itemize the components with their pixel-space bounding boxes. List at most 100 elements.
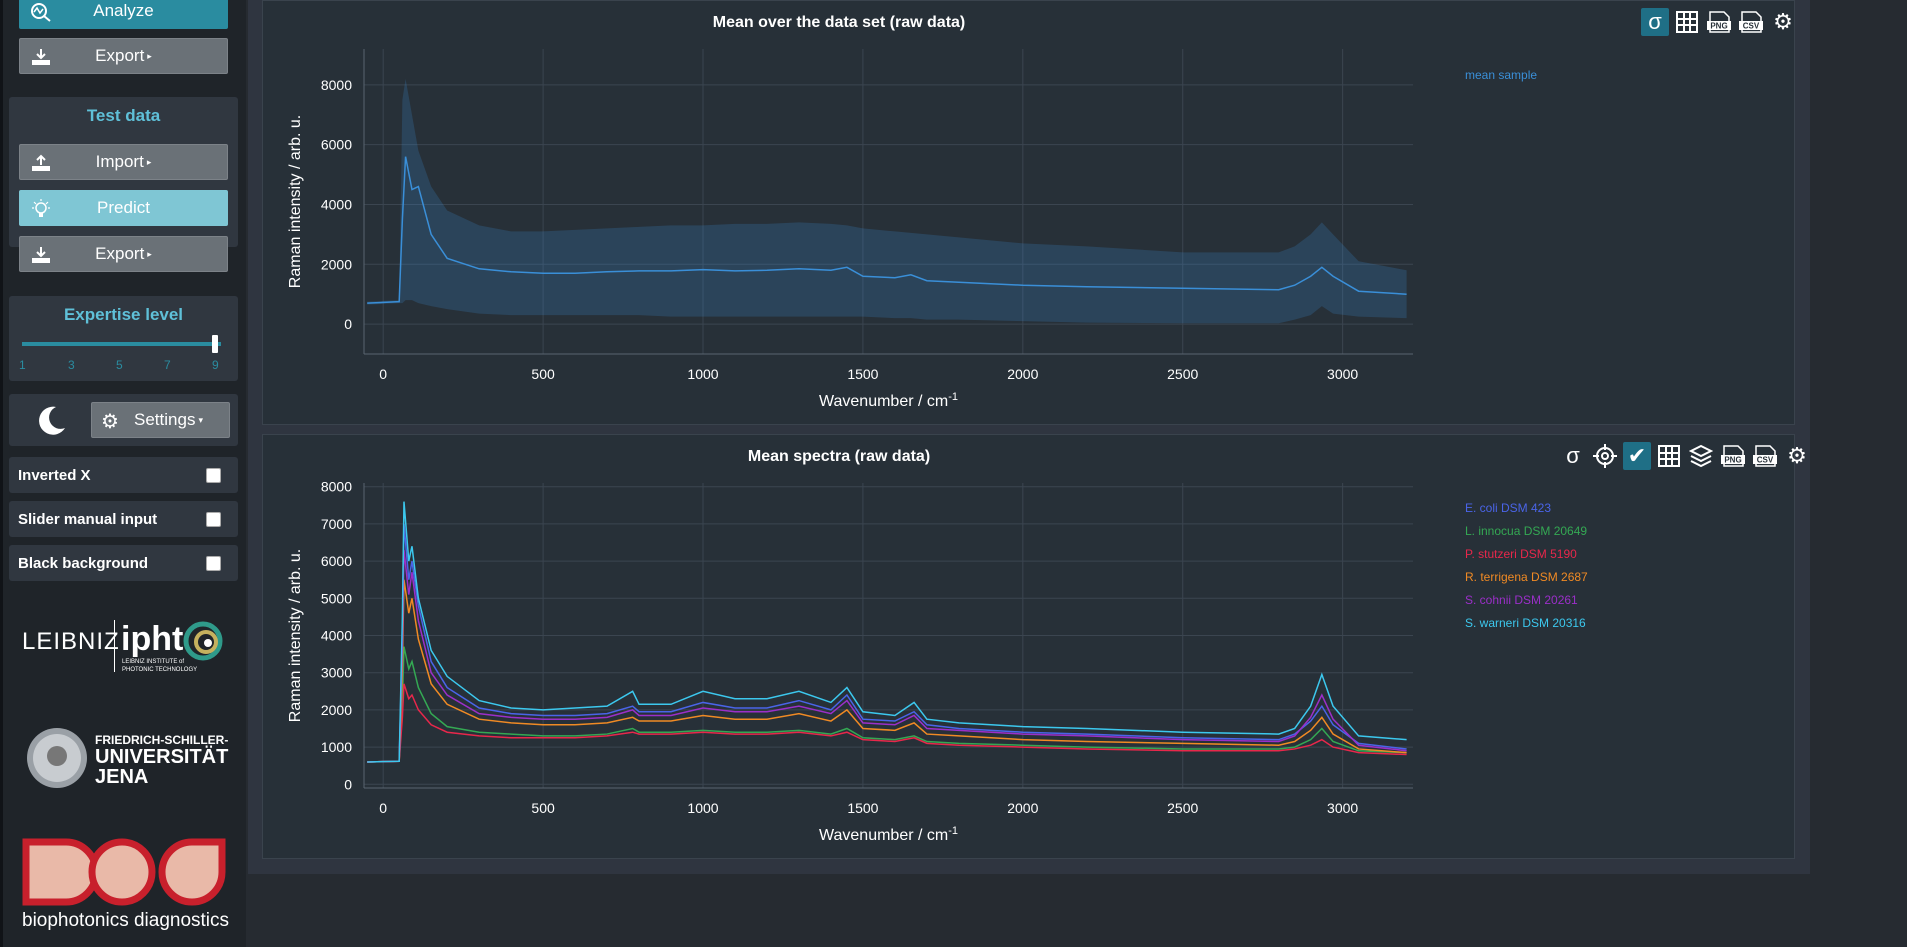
series-line: [367, 579, 1407, 763]
expertise-tick: 3: [68, 358, 75, 372]
sigma-icon[interactable]: σ: [1566, 443, 1580, 468]
x-tick-label: 1500: [847, 800, 878, 816]
jena-line2: UNIVERSITÄT: [95, 746, 229, 768]
test-export-button[interactable]: Export ▸: [19, 236, 228, 272]
csv-download-icon[interactable]: CSV: [1737, 8, 1765, 36]
black-background-checkbox[interactable]: [206, 556, 221, 571]
y-axis-label: Raman intensity / arb. u.: [287, 115, 304, 288]
jena-line1: FRIEDRICH-SCHILLER-: [95, 733, 229, 747]
inverted-x-checkbox[interactable]: [206, 468, 221, 483]
y-tick-label: 6000: [321, 137, 352, 153]
layers-icon[interactable]: [1687, 442, 1715, 470]
bpd-logo-text: biophotonics diagnostics: [22, 910, 230, 931]
svg-text:PNG: PNG: [1724, 456, 1741, 465]
analyze-label: Analyze: [93, 1, 154, 20]
moon-icon[interactable]: [36, 404, 68, 436]
chart1-plot: 0 500 1000 1500 2000 2500 3000 0 2000 4000 6000 800…: [287, 49, 1413, 410]
expertise-title: Expertise level: [63, 305, 184, 324]
x-tick-label: 1000: [687, 366, 718, 382]
download-icon: [32, 247, 50, 263]
caret-down-icon: ▾: [198, 414, 203, 425]
settings-panel: ⚙ Settings ▾: [9, 394, 238, 446]
sidebar: Analyze Export ▸ Test data Import ▸ Predic…: [0, 0, 246, 947]
legend-item[interactable]: S. warneri DSM 20316: [1465, 616, 1586, 630]
expertise-tick: 9: [212, 358, 219, 372]
predict-button[interactable]: Predict: [19, 190, 228, 226]
x-axis-label: Wavenumber / cm-1: [819, 825, 958, 844]
uni-jena-seal-icon: [27, 728, 87, 788]
caret-right-icon: ▸: [147, 50, 152, 61]
csv-download-icon[interactable]: CSV: [1751, 442, 1779, 470]
sigma-icon[interactable]: σ: [1641, 8, 1669, 36]
test-export-label: Export: [95, 244, 145, 263]
caret-right-icon: ▸: [147, 248, 152, 259]
y-tick-label: 3000: [321, 665, 352, 681]
settings-button[interactable]: ⚙ Settings ▾: [91, 402, 230, 438]
x-tick-label: 500: [531, 366, 555, 382]
chart1-toolbar: σ PNG CSV ⚙: [1641, 8, 1797, 36]
toggle-inverted-x[interactable]: Inverted X: [9, 457, 238, 493]
series-line: [367, 646, 1407, 763]
chart-settings-gear-icon[interactable]: ⚙: [1787, 443, 1807, 468]
y-axis-label: Raman intensity / arb. u.: [287, 549, 304, 722]
legend-item[interactable]: mean sample: [1465, 68, 1538, 82]
settings-label: Settings: [134, 410, 196, 429]
train-export-button[interactable]: Export ▸: [19, 38, 228, 74]
check-icon[interactable]: ✔: [1623, 442, 1651, 470]
series-line: [367, 549, 1407, 763]
legend-item[interactable]: S. cohnii DSM 20261: [1465, 593, 1578, 607]
svg-text:CSV: CSV: [1757, 456, 1774, 465]
expertise-tick: 7: [164, 358, 171, 372]
png-download-icon[interactable]: PNG: [1719, 442, 1747, 470]
logo-divider: [114, 620, 115, 672]
x-tick-label: 2000: [1007, 366, 1038, 382]
grid-icon[interactable]: [1673, 8, 1701, 36]
window-edge: [0, 0, 3, 947]
x-axis-label-superscript: -1: [948, 391, 958, 403]
x-tick-label: 3000: [1327, 800, 1358, 816]
expertise-slider-handle[interactable]: [212, 335, 218, 353]
y-tick-label: 7000: [321, 516, 352, 532]
chart-settings-gear-icon[interactable]: ⚙: [1773, 9, 1793, 34]
leibniz-logo-text: LEIBNIZ: [22, 628, 120, 655]
legend-item[interactable]: R. terrigena DSM 2687: [1465, 570, 1588, 584]
svg-text:PNG: PNG: [1710, 22, 1727, 31]
toggle-slider-manual-input[interactable]: Slider manual input: [9, 501, 238, 537]
crosshair-icon[interactable]: [1591, 442, 1619, 470]
series-line: [367, 683, 1407, 763]
jena-line3: JENA: [95, 766, 149, 788]
biophotonics-logo: biophotonics diagnostics: [22, 838, 232, 938]
legend-item[interactable]: E. coli DSM 423: [1465, 501, 1552, 515]
chart1-legend: mean sample: [1465, 64, 1537, 87]
chart2-title: Mean spectra (raw data): [747, 448, 931, 465]
x-tick-label: 2500: [1167, 800, 1198, 816]
chart2-plot: 0 500 1000 1500 2000 2500 3000 0 1000 2000 3000 400…: [287, 479, 1413, 844]
toggle-label: Slider manual input: [18, 511, 158, 528]
x-tick-label: 500: [531, 800, 555, 816]
series-line: [367, 156, 1407, 304]
chart2-legend: E. coli DSM 423 L. innocua DSM 20649 P. …: [1465, 497, 1588, 635]
y-tick-label: 5000: [321, 590, 352, 606]
toggle-black-background[interactable]: Black background: [9, 545, 238, 581]
toggle-label: Black background: [18, 555, 149, 572]
ipht-logo-text: ipht: [121, 620, 184, 658]
analyze-button[interactable]: Analyze: [19, 0, 228, 29]
series-line: [367, 523, 1407, 763]
expertise-slider-track[interactable]: [22, 342, 221, 346]
legend-item[interactable]: L. innocua DSM 20649: [1465, 524, 1588, 538]
uni-jena-logo: FRIEDRICH-SCHILLER- UNIVERSITÄT JENA: [25, 726, 230, 792]
chart1-title: Mean over the data set (raw data): [712, 14, 966, 31]
import-button[interactable]: Import ▸: [19, 144, 228, 180]
std-band: [367, 78, 1407, 324]
slider-manual-input-checkbox[interactable]: [206, 512, 221, 527]
legend-item[interactable]: P. stutzeri DSM 5190: [1465, 547, 1577, 561]
mean-dataset-card: Mean over the data set (raw data) σ PNG …: [262, 0, 1795, 425]
y-tick-label: 0: [344, 776, 352, 792]
y-tick-label: 2000: [321, 702, 352, 718]
gear-icon: ⚙: [101, 411, 119, 433]
grid-icon[interactable]: [1655, 442, 1683, 470]
png-download-icon[interactable]: PNG: [1705, 8, 1733, 36]
lightbulb-icon: [32, 199, 50, 217]
toggle-label: Inverted X: [18, 467, 91, 484]
y-tick-label: 0: [344, 316, 352, 332]
